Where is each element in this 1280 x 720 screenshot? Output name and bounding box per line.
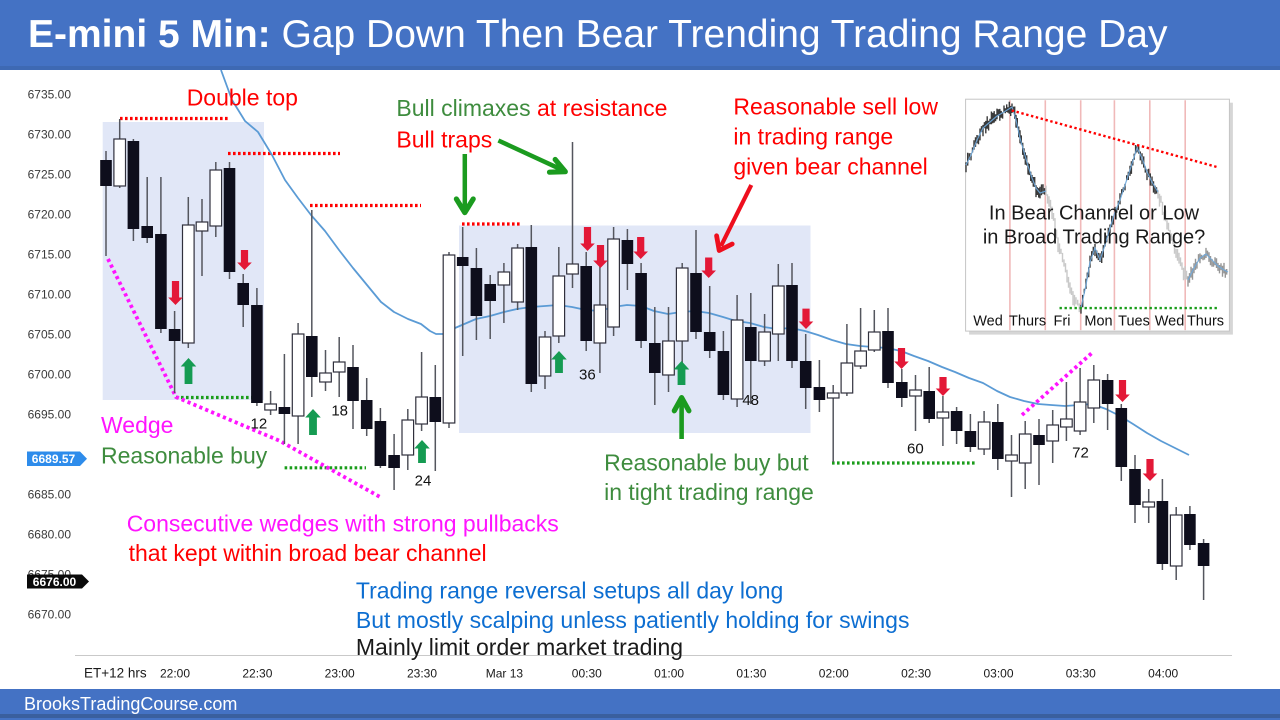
svg-text:Fri: Fri [1054, 314, 1071, 330]
svg-text:Consecutive wedges with strong: Consecutive wedges with strong pullbacks [127, 511, 559, 537]
svg-text:03:30: 03:30 [1066, 667, 1096, 681]
svg-text:Double top: Double top [187, 84, 298, 110]
svg-text:Thurs: Thurs [1187, 314, 1224, 330]
svg-text:02:00: 02:00 [819, 667, 849, 681]
svg-text:23:00: 23:00 [325, 667, 355, 681]
svg-text:Wed: Wed [1155, 314, 1185, 330]
svg-text:60: 60 [907, 440, 924, 457]
svg-text:Mainly limit order market trad: Mainly limit order market trading [356, 634, 683, 660]
svg-text:6720.00: 6720.00 [28, 207, 72, 221]
svg-text:Reasonable buy: Reasonable buy [101, 443, 268, 469]
svg-text:6710.00: 6710.00 [28, 287, 72, 301]
svg-text:6680.00: 6680.00 [28, 527, 72, 541]
svg-text:Tues: Tues [1118, 314, 1150, 330]
svg-text:6685.00: 6685.00 [28, 487, 72, 501]
svg-text:Thurs: Thurs [1009, 314, 1046, 330]
svg-text:6730.00: 6730.00 [28, 127, 72, 141]
svg-text:72: 72 [1072, 444, 1089, 461]
svg-text:22:30: 22:30 [242, 667, 272, 681]
svg-text:6725.00: 6725.00 [28, 167, 72, 181]
svg-text:6689.57: 6689.57 [32, 452, 76, 466]
svg-text:that kept within broad bear ch: that kept within broad bear channel [129, 540, 487, 566]
svg-text:in tight trading range: in tight trading range [604, 479, 814, 505]
svg-text:Bull traps: Bull traps [396, 127, 492, 153]
svg-text:04:00: 04:00 [1148, 667, 1178, 681]
svg-text:6705.00: 6705.00 [28, 327, 72, 341]
svg-text:In Bear Channel or Low: In Bear Channel or Low [989, 203, 1200, 225]
svg-text:01:00: 01:00 [654, 667, 684, 681]
svg-text:Mon: Mon [1084, 314, 1112, 330]
svg-text:Trading range reversal setups: Trading range reversal setups all day lo… [356, 577, 783, 603]
svg-text:23:30: 23:30 [407, 667, 437, 681]
svg-text:Wedge: Wedge [101, 412, 173, 438]
svg-text:18: 18 [331, 403, 348, 420]
svg-text:01:30: 01:30 [736, 667, 766, 681]
svg-text:But mostly scalping unless pat: But mostly scalping unless patiently hol… [356, 607, 910, 633]
svg-text:Mar 13: Mar 13 [486, 667, 524, 681]
svg-text:22:00: 22:00 [160, 667, 190, 681]
svg-text:6670.00: 6670.00 [28, 607, 72, 621]
svg-text:36: 36 [579, 366, 596, 383]
svg-text:Bull climaxes at resistance: Bull climaxes at resistance [396, 95, 667, 121]
svg-text:48: 48 [742, 392, 759, 409]
svg-text:in Broad Trading Range?: in Broad Trading Range? [983, 227, 1205, 249]
svg-text:6715.00: 6715.00 [28, 247, 72, 261]
svg-text:02:30: 02:30 [901, 667, 931, 681]
svg-text:6735.00: 6735.00 [28, 87, 72, 101]
svg-text:24: 24 [415, 472, 432, 489]
svg-text:6676.00: 6676.00 [33, 575, 77, 589]
svg-text:Wed: Wed [973, 314, 1003, 330]
svg-text:12: 12 [251, 415, 268, 432]
svg-text:00:30: 00:30 [572, 667, 602, 681]
svg-text:Reasonable sell low: Reasonable sell low [733, 94, 938, 120]
svg-text:in trading range: in trading range [733, 124, 893, 150]
svg-text:given bear channel: given bear channel [733, 154, 927, 180]
svg-text:6695.00: 6695.00 [28, 407, 72, 421]
svg-text:Reasonable buy but: Reasonable buy but [604, 449, 809, 475]
svg-text:03:00: 03:00 [983, 667, 1013, 681]
svg-text:ET+12 hrs: ET+12 hrs [84, 666, 147, 681]
svg-text:6700.00: 6700.00 [28, 367, 72, 381]
